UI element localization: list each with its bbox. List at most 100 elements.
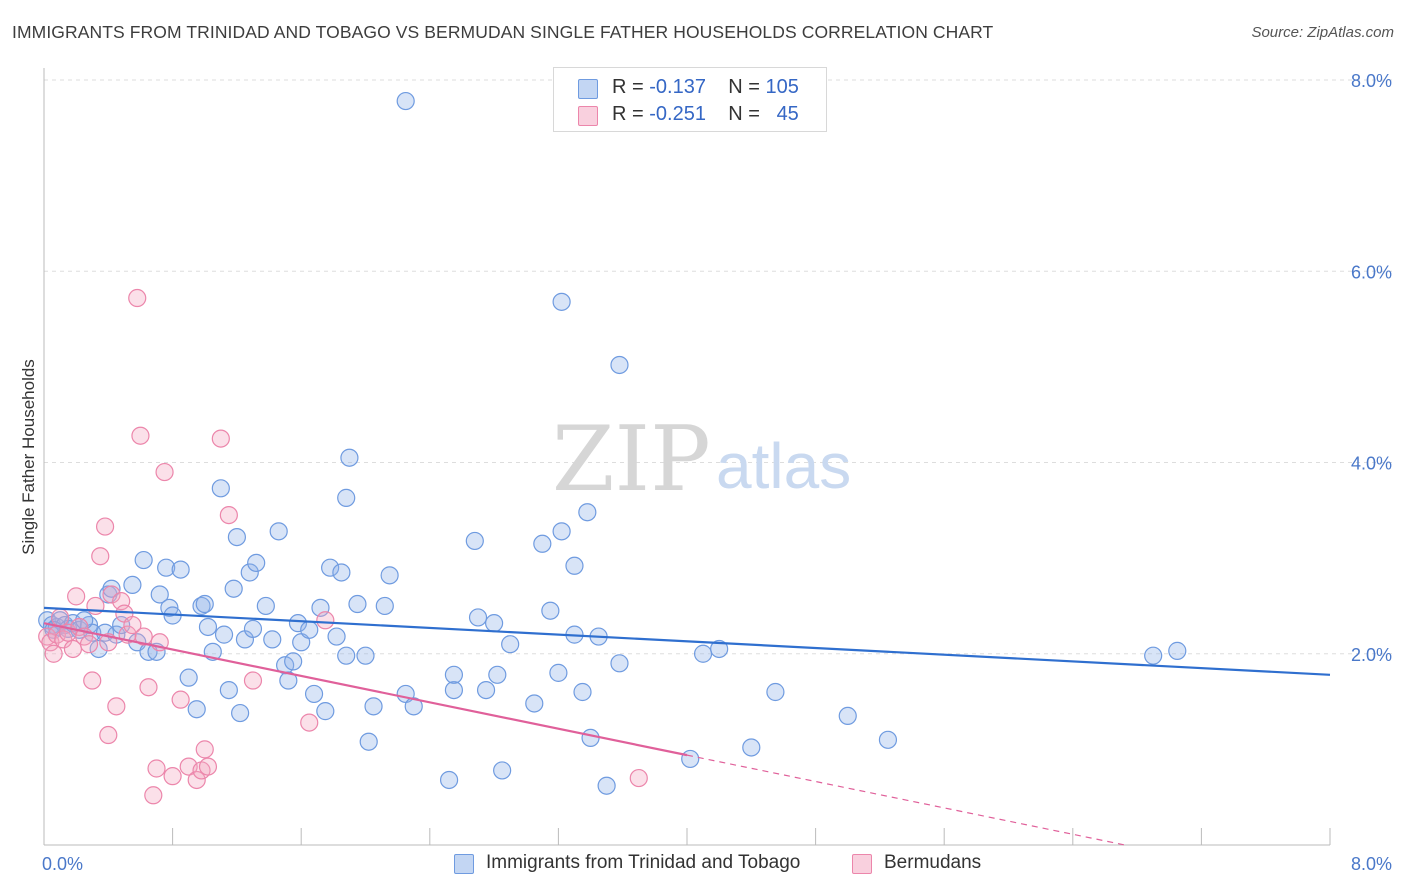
point-trinidad [681,749,700,769]
point-bermudans [300,713,319,732]
point-bermudans [91,547,110,566]
point-trinidad [573,682,592,702]
point-trinidad [488,665,507,684]
point-trinidad [468,608,488,627]
legend-swatch-bermudans [578,106,598,126]
point-trinidad [89,639,108,659]
point-trinidad [327,627,346,646]
point-trinidad [552,292,571,311]
point-trinidad [439,770,459,790]
point-bermudans [99,725,118,745]
legend-n-value: 45 [776,103,799,125]
point-trinidad [224,579,243,598]
point-trinidad [549,663,568,682]
point-trinidad [578,503,597,522]
point-trinidad [1144,646,1163,665]
point-trinidad [195,594,214,614]
point-trinidad [247,553,266,573]
point-bermudans [95,517,115,536]
legend-swatch-trinidad [454,854,474,874]
point-bermudans [163,767,182,786]
point-trinidad [316,702,335,721]
point-bermudans [131,426,150,445]
point-bermudans [79,635,99,654]
point-trinidad [525,694,544,713]
point-trinidad [348,594,367,614]
legend-label-bermudans: Bermudans [884,852,982,873]
axes [43,68,1331,846]
point-bermudans [211,429,230,448]
point-trinidad [597,776,616,795]
legend-swatch-trinidad [578,79,598,99]
point-bermudans [629,768,648,788]
point-bermudans [107,697,126,716]
point-trinidad [240,563,259,582]
series-legend: Immigrants from Trinidad and Tobago Berm… [0,852,1406,878]
point-trinidad [171,560,190,579]
point-trinidad [227,527,246,547]
legend-swatch-bermudans [852,854,872,874]
point-trinidad [123,575,142,595]
legend-r-label: R = [612,76,644,98]
point-bermudans [147,759,166,778]
point-bermudans [102,585,121,604]
chart-title: IMMIGRANTS FROM TRINIDAD AND TOBAGO VS B… [12,22,994,42]
point-trinidad [610,355,629,375]
point-trinidad [279,671,298,690]
point-bermudans [198,757,218,776]
point-trinidad [211,479,230,498]
watermark-atlas: atlas [716,430,851,502]
data-points [38,91,1187,805]
correlation-legend: R = -0.137 N = 105 R = -0.251 N = 45 [553,67,827,132]
legend-n-label: N = [728,76,760,98]
point-trinidad [102,579,121,598]
point-bermudans [195,740,214,759]
point-trinidad [541,601,560,620]
point-trinidad [710,639,729,659]
watermark-zip: ZIP [552,407,711,512]
legend-r-value: -0.137 [649,76,706,98]
point-trinidad [192,596,211,616]
tick-labels: 2.0% 4.0% 6.0% 8.0% 0.0% 8.0% [42,71,1392,874]
point-trinidad [742,738,761,757]
point-trinidad [150,585,169,604]
point-trinidad [565,556,584,575]
point-trinidad [693,644,713,663]
point-trinidad [340,448,359,467]
point-trinidad [380,566,399,585]
point-trinidad [610,654,629,673]
point-trinidad [766,682,785,702]
point-trinidad [485,614,504,633]
point-bermudans [83,671,102,690]
y-tick-label: 8.0% [1351,71,1392,91]
y-axis-title: Single Father Households [19,359,38,555]
point-bermudans [50,608,70,627]
point-trinidad [493,761,512,780]
point-trinidad [300,620,319,639]
point-bermudans [219,505,238,525]
point-trinidad [552,522,571,541]
point-trinidad [337,646,356,665]
point-trinidad [187,700,206,719]
y-tick-label: 6.0% [1351,262,1392,282]
point-bermudans [128,288,147,308]
point-bermudans [187,770,206,790]
point-trinidad [396,91,415,111]
point-trinidad [288,614,308,633]
point-trinidad [263,630,282,649]
point-trinidad [404,697,423,716]
point-trinidad [337,488,356,507]
point-trinidad [214,625,234,644]
point-trinidad [179,668,198,687]
point-trinidad [157,558,176,577]
point-bermudans [139,678,158,697]
point-trinidad [284,652,303,671]
point-bermudans [171,690,190,709]
point-trinidad [359,732,378,751]
point-trinidad [476,680,496,700]
point-trinidad [533,534,552,553]
point-bermudans [134,627,153,646]
point-bermudans [123,615,142,635]
y-tick-label: 2.0% [1351,645,1392,665]
